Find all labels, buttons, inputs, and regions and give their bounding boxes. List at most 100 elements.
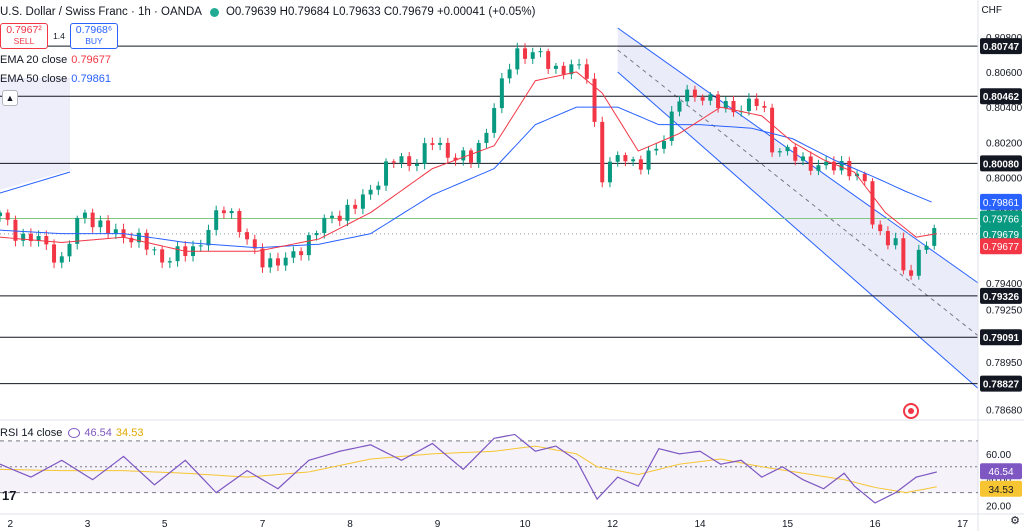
candle	[283, 257, 288, 266]
currency-unit[interactable]: CHF	[981, 5, 1002, 16]
candle	[553, 65, 558, 69]
level-price-label: 0.79326	[983, 292, 1020, 303]
candle	[731, 100, 736, 113]
rsi-value: 46.54	[84, 427, 112, 439]
candle	[245, 232, 250, 240]
rsi-badge-label: 46.54	[988, 467, 1013, 478]
candle	[631, 159, 636, 162]
sell-price: 0.7967²	[6, 24, 42, 36]
candle	[654, 148, 659, 151]
settings-gear-icon[interactable]: ⚙	[1010, 515, 1020, 527]
rsi-value-badge	[980, 463, 1022, 480]
ohlc-readout: O0.79639 H0.79684 L0.79633 C0.79679 +0.0…	[225, 6, 536, 18]
candle	[893, 238, 898, 246]
candle	[136, 232, 141, 243]
candle	[746, 98, 751, 112]
candle	[75, 217, 80, 244]
candle	[129, 237, 134, 243]
level-price-badge	[980, 38, 1022, 55]
candle	[353, 204, 358, 209]
rsi-ma-value: 34.53	[115, 427, 144, 439]
ema50-legend[interactable]: EMA 50 close 0.79861	[0, 73, 111, 85]
candle	[113, 229, 118, 234]
candle	[407, 156, 412, 166]
candle	[221, 210, 226, 214]
candle	[515, 48, 520, 70]
candle	[777, 151, 782, 153]
indicator-price-badge	[980, 238, 1022, 255]
candle	[901, 238, 906, 271]
buy-label: BUY	[85, 36, 103, 46]
candle	[453, 157, 458, 161]
candle	[785, 146, 790, 152]
candle	[700, 97, 705, 101]
candle	[484, 132, 489, 143]
ema50-value: 0.79861	[71, 73, 112, 85]
channel-upper-line	[617, 27, 979, 284]
spread-value: 1.4	[53, 31, 65, 41]
buy-button[interactable]: 0.7968⁶ BUY	[70, 23, 118, 49]
sell-button[interactable]: 0.7967² SELL	[0, 23, 48, 49]
time-tick-label: 17	[957, 519, 969, 530]
ema20-legend[interactable]: EMA 20 close 0.79677	[0, 54, 111, 66]
candle	[546, 51, 551, 69]
symbol-title[interactable]: U.S. Dollar / Swiss Franc · 1h · OANDA	[0, 6, 202, 18]
candle	[476, 142, 481, 163]
indicator-price-badge	[980, 210, 1022, 227]
candle	[862, 173, 867, 182]
visibility-icon[interactable]	[68, 428, 81, 438]
candle	[160, 249, 165, 263]
time-tick-label: 8	[347, 519, 353, 530]
rsi-tick-label: 60.00	[986, 450, 1011, 461]
ema20-value: 0.79677	[71, 54, 112, 66]
candle	[229, 210, 234, 214]
candle	[90, 212, 95, 228]
candle	[422, 143, 427, 165]
rsi-label: RSI 14 close	[0, 427, 63, 439]
candle	[638, 159, 643, 170]
level-price-badge	[980, 88, 1022, 105]
candle	[924, 245, 929, 250]
candle	[414, 164, 419, 166]
candle	[885, 231, 890, 246]
level-price-label: 0.80080	[983, 159, 1020, 170]
candle	[268, 258, 273, 268]
time-tick-label: 7	[260, 519, 266, 530]
ema50-line	[0, 106, 932, 249]
candle	[252, 239, 257, 249]
time-tick-label: 15	[782, 519, 794, 530]
time-tick-label: 2	[8, 519, 14, 530]
indicator-price-badge	[980, 193, 1022, 210]
candle	[932, 228, 937, 246]
ema20-label: EMA 20 close	[0, 54, 68, 66]
price-tick-label: 0.80400	[986, 103, 1023, 114]
candle	[52, 244, 57, 263]
previous-channel-line	[0, 171, 71, 194]
candle	[762, 105, 767, 108]
candle	[152, 249, 157, 251]
candle	[438, 142, 443, 145]
candle	[214, 210, 219, 230]
candle	[175, 246, 180, 262]
candle	[723, 100, 728, 108]
candle	[345, 204, 350, 221]
candle	[461, 150, 466, 161]
level-price-badge	[980, 329, 1022, 346]
ema20-line	[0, 71, 937, 252]
price-tick-label: 0.80600	[986, 68, 1023, 79]
candle	[692, 89, 697, 98]
us-flag-event-icon[interactable]	[903, 403, 919, 419]
candle	[28, 233, 33, 242]
rsi-legend[interactable]: RSI 14 close 46.54 34.53	[0, 427, 143, 439]
candle	[623, 155, 628, 162]
candle	[368, 189, 373, 195]
candle	[646, 150, 651, 170]
candle	[824, 161, 829, 166]
trade-panel: 0.7967² SELL 1.4 0.7968⁶ BUY	[0, 22, 118, 50]
candle	[870, 181, 875, 225]
collapse-legend-icon[interactable]: ▲	[2, 90, 18, 106]
candle	[847, 160, 852, 177]
rsi-ma-badge	[980, 480, 1022, 497]
candle	[275, 258, 280, 266]
